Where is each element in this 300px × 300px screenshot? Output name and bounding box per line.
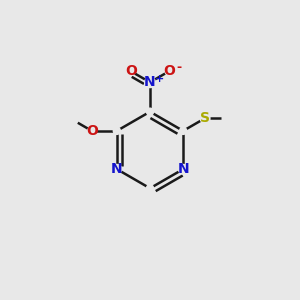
Circle shape	[145, 77, 155, 88]
Text: O: O	[163, 64, 175, 78]
Text: -: -	[176, 61, 181, 74]
Text: N: N	[177, 162, 189, 176]
Text: +: +	[155, 74, 165, 84]
Circle shape	[165, 67, 173, 75]
Text: O: O	[125, 64, 137, 78]
Circle shape	[127, 67, 135, 75]
Circle shape	[146, 185, 154, 192]
Circle shape	[112, 164, 122, 174]
Circle shape	[146, 108, 154, 115]
Circle shape	[200, 114, 209, 123]
Text: N: N	[144, 75, 156, 89]
Circle shape	[88, 127, 96, 135]
Circle shape	[180, 127, 187, 134]
Circle shape	[113, 127, 120, 134]
Circle shape	[178, 164, 188, 174]
Text: O: O	[86, 124, 98, 138]
Text: S: S	[200, 111, 210, 125]
Text: N: N	[111, 162, 123, 176]
